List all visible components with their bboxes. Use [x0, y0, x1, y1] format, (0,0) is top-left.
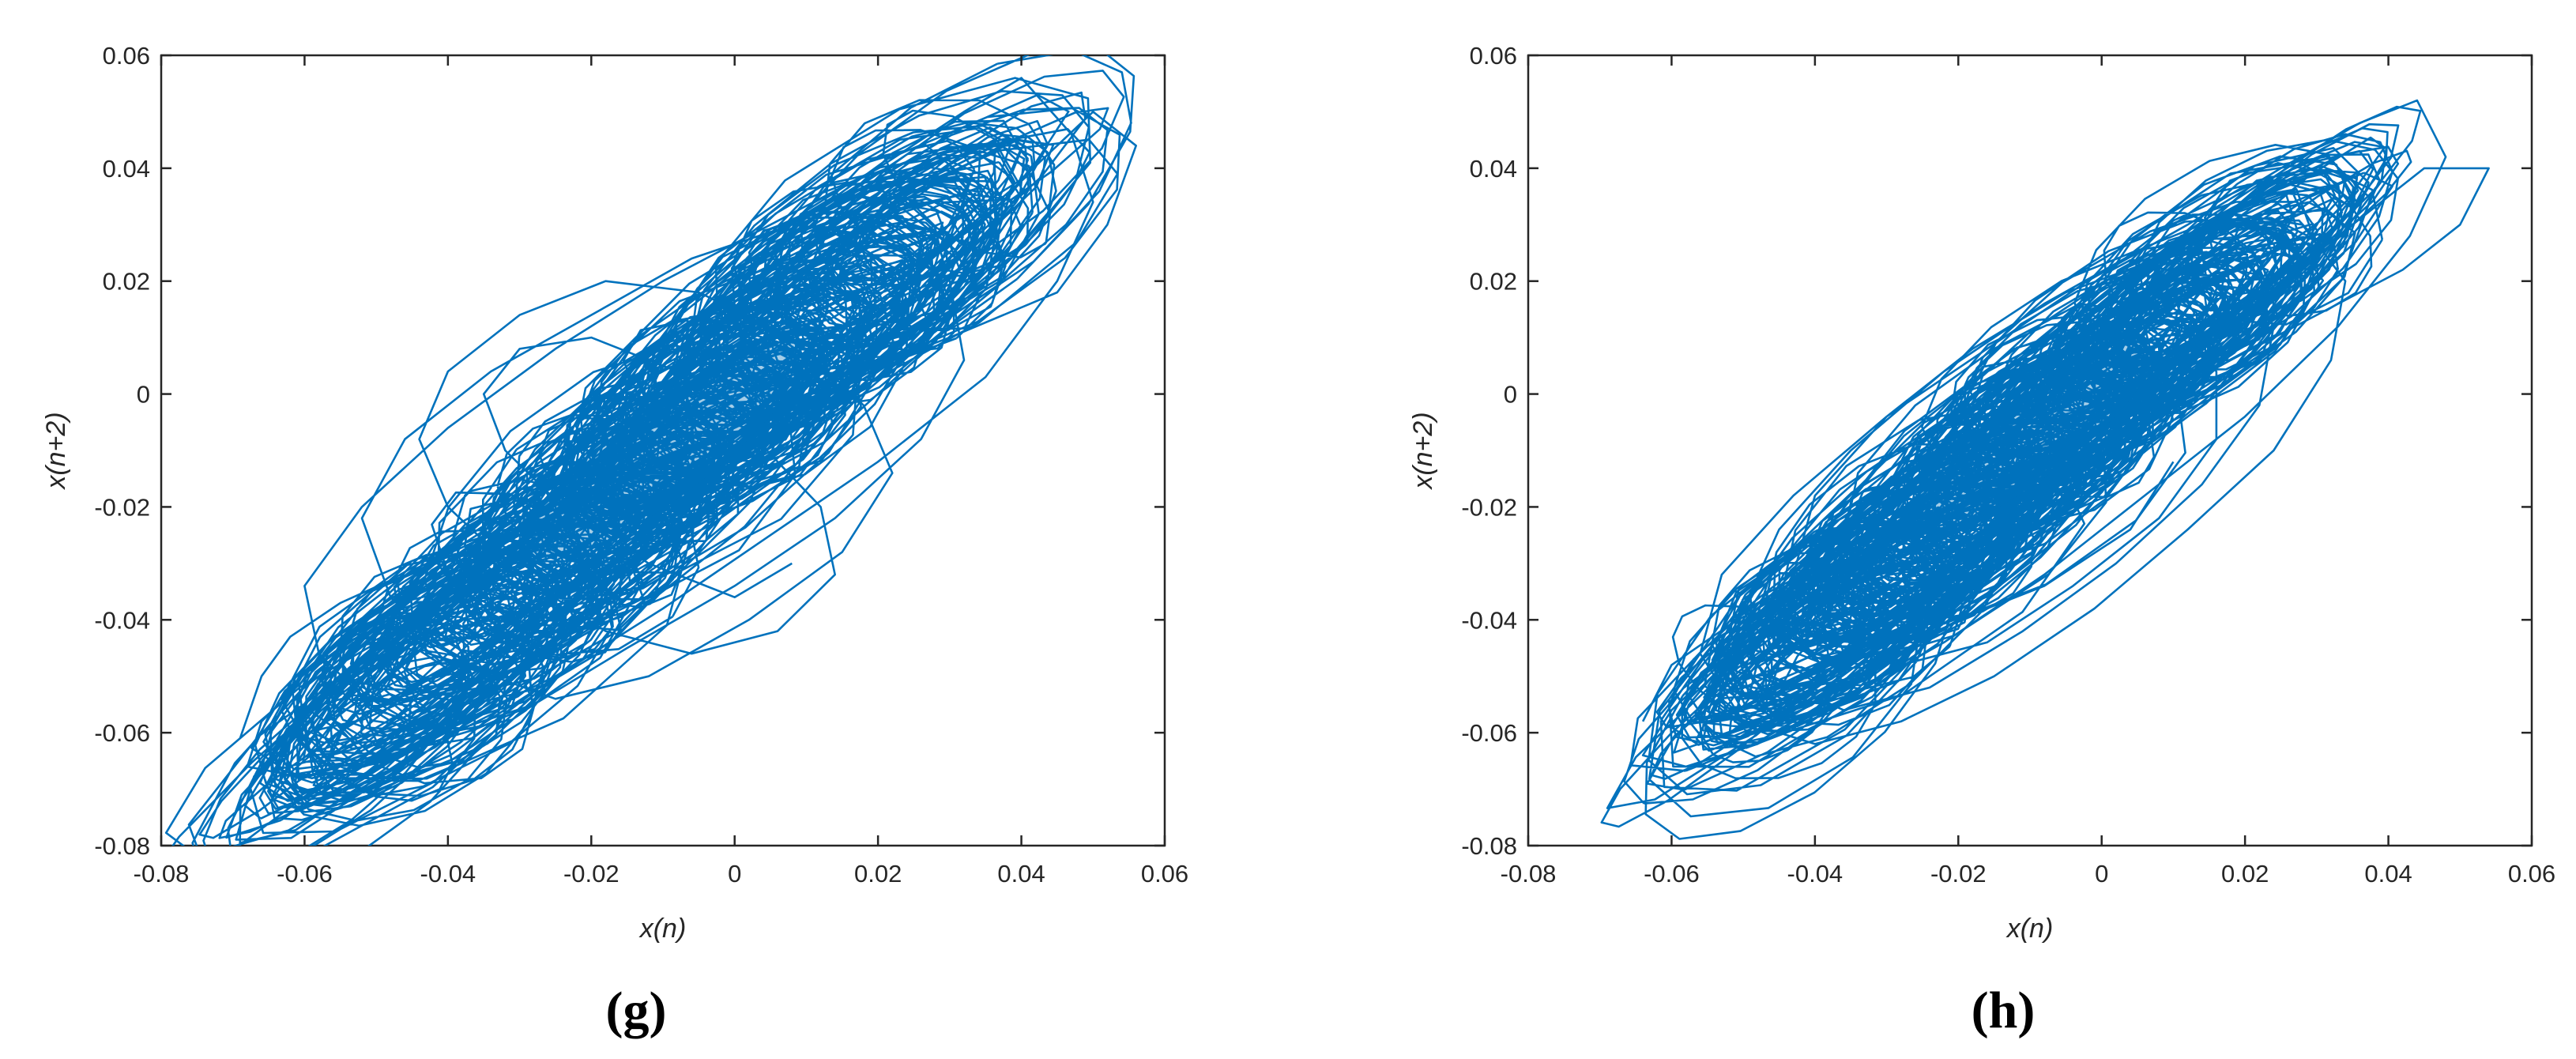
x-tick-label: 0: [2095, 860, 2108, 888]
panel-label-h: (h): [1972, 982, 2036, 1039]
chart-panel-g: -0.08 -0.06 -0.04 -0.02 0 0.02 0.04 0.06 -0.08-…: [41, 42, 1188, 1039]
x-tick-label: -0.04: [1787, 860, 1843, 888]
y-tick-label: -0.04: [1461, 606, 1517, 634]
trajectory-group: [164, 55, 1137, 846]
x-tick-label: -0.08: [134, 860, 190, 888]
attractor-core: [1907, 343, 2153, 536]
x-tick-labels: -0.08 -0.06 -0.04 -0.02 0 0.02 0.04 0.06: [1501, 860, 2556, 888]
x-tick-label: 0.06: [1141, 860, 1188, 888]
chart-panel-h: -0.08 -0.06 -0.04 -0.02 0 0.02 0.04 0.06 -0.08-…: [1408, 42, 2555, 1039]
y-tick-label: -0.02: [94, 493, 150, 521]
y-tick-label: 0: [137, 381, 150, 409]
x-tick-label: 0.06: [2508, 860, 2555, 888]
trajectory-group: [1600, 99, 2490, 840]
panel-label-g: (g): [606, 982, 667, 1039]
y-tick-label: -0.08: [94, 832, 150, 860]
x-tick-label: -0.08: [1501, 860, 1557, 888]
axis-ticks: [160, 54, 1166, 847]
plot-frame: [160, 54, 1166, 847]
x-tick-label: -0.02: [563, 860, 620, 888]
y-tick-label: -0.08: [1461, 832, 1517, 860]
y-tick-label: -0.02: [1461, 493, 1517, 521]
x-tick-label: -0.02: [1930, 860, 1987, 888]
x-tick-label: 0.04: [997, 860, 1045, 888]
y-tick-label: -0.06: [1461, 719, 1517, 747]
y-tick-label: 0: [1504, 381, 1517, 409]
y-tick-label: 0.06: [1470, 42, 1517, 70]
x-tick-label: -0.06: [277, 860, 333, 888]
y-tick-labels: -0.08 -0.06 -0.04 -0.02 0 0.02 0.04 0.06: [94, 42, 150, 860]
y-tick-label: 0.04: [103, 155, 150, 183]
y-tick-label: -0.06: [94, 719, 150, 747]
y-axis-label: x(n+2): [41, 412, 71, 490]
y-tick-label: 0.02: [103, 268, 150, 296]
x-tick-label: 0.02: [2221, 860, 2269, 888]
x-axis-label: x(n): [2005, 914, 2054, 944]
plot-frame: [1527, 54, 2533, 847]
attractor-texture: [164, 55, 1135, 846]
y-axis-label: x(n+2): [1408, 412, 1438, 490]
y-tick-labels: -0.08 -0.06 -0.04 -0.02 0 0.02 0.04 0.06: [1461, 42, 1517, 860]
y-tick-label: 0.04: [1470, 155, 1517, 183]
x-tick-label: 0.04: [2364, 860, 2412, 888]
x-tick-label: 0: [728, 860, 741, 888]
x-tick-labels: -0.08 -0.06 -0.04 -0.02 0 0.02 0.04 0.06: [134, 860, 1189, 888]
x-axis-label: x(n): [638, 914, 687, 944]
y-tick-label: -0.04: [94, 606, 150, 634]
x-tick-label: -0.06: [1644, 860, 1700, 888]
axis-ticks: [1527, 54, 2533, 847]
x-tick-label: 0.02: [854, 860, 902, 888]
x-tick-label: -0.04: [420, 860, 476, 888]
attractor-core: [523, 341, 803, 560]
y-tick-label: 0.02: [1470, 268, 1517, 296]
attractor-texture: [1600, 105, 2422, 840]
y-tick-label: 0.06: [103, 42, 150, 70]
